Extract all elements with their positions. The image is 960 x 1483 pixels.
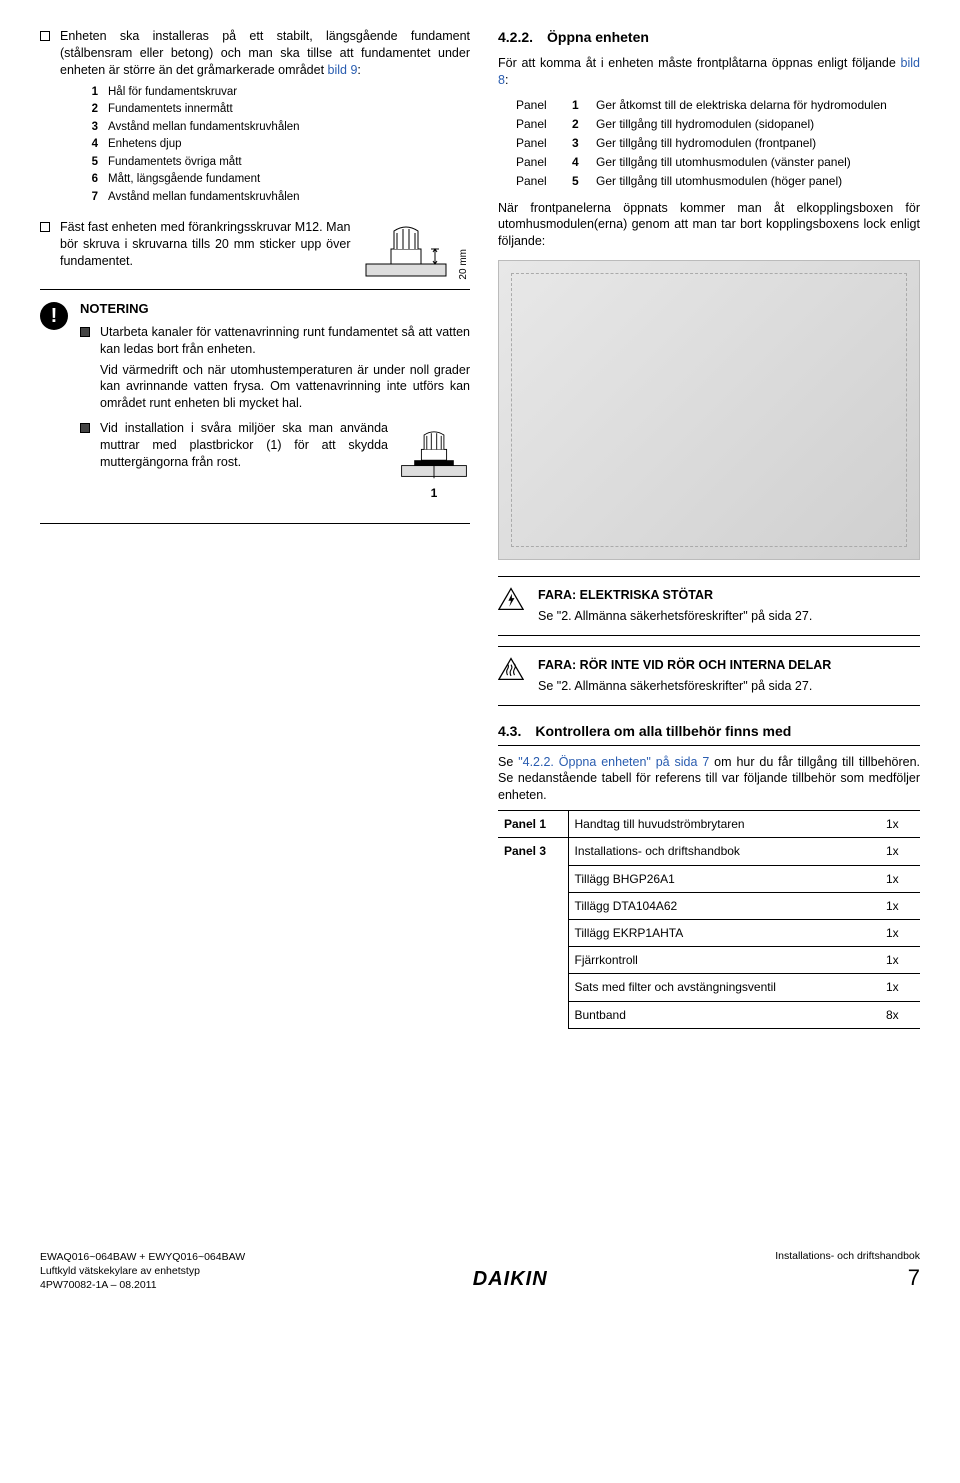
panel-row: Panel3Ger tillgång till hydromodulen (fr… xyxy=(516,135,920,151)
intro-text: Enheten ska installeras på ett stabilt, … xyxy=(60,29,470,77)
fasten-block: Fäst fast enheten med förankringsskruvar… xyxy=(40,219,470,279)
legend-row: 1Hål för fundamentskruvar xyxy=(86,85,470,101)
danger-hot-title: FARA: RÖR INTE VID RÖR OCH INTERNA DELAR xyxy=(538,657,831,674)
bolt-washer-figure: 1 xyxy=(398,420,470,501)
legend-row: 5Fundamentets övriga mått xyxy=(86,155,470,171)
danger-hot-body: Se "2. Allmänna säkerhetsföreskrifter" p… xyxy=(538,678,831,695)
foundation-intro-block: Enheten ska installeras på ett stabilt, … xyxy=(40,28,470,211)
footer-brand: DAIKIN xyxy=(473,1266,548,1293)
danger-hot-block: FARA: RÖR INTE VID RÖR OCH INTERNA DELAR… xyxy=(498,646,920,706)
notice-exclamation-icon: ! xyxy=(40,302,68,330)
foundation-intro: Enheten ska installeras på ett stabilt, … xyxy=(60,28,470,211)
danger-electric-block: FARA: ELEKTRISKA STÖTAR Se "2. Allmänna … xyxy=(498,576,920,636)
legend-row: 6Mått, längsgående fundament xyxy=(86,172,470,188)
panel-row: Panel1Ger åtkomst till de elektriska del… xyxy=(516,97,920,113)
foundation-legend-list: 1Hål för fundamentskruvar 2Fundamentets … xyxy=(86,85,470,206)
accessories-table: Panel 1 Handtag till huvudströmbrytaren … xyxy=(498,810,920,1029)
bolt-dimension-label: 20 mm xyxy=(457,249,471,280)
accessories-intro-link[interactable]: "4.2.2. Öppna enheten" på sida 7 xyxy=(518,755,709,769)
table-row: Panel 3 Installations- och driftshandbok… xyxy=(498,838,920,865)
legend-row: 4Enhetens djup xyxy=(86,137,470,153)
intro-tail: : xyxy=(357,63,360,77)
danger-electric-body: Se "2. Allmänna säkerhetsföreskrifter" p… xyxy=(538,608,812,625)
page-number: 7 xyxy=(775,1263,920,1293)
footer-left: EWAQ016~064BAW + EWYQ016~064BAW Luftkyld… xyxy=(40,1250,245,1293)
page-footer: EWAQ016~064BAW + EWYQ016~064BAW Luftkyld… xyxy=(40,1249,920,1293)
section-4-2-2-heading: 4.2.2.Öppna enheten xyxy=(498,28,920,47)
panel-row: Panel4Ger tillgång till utomhusmodulen (… xyxy=(516,154,920,170)
legend-row: 3Avstånd mellan fundamentskruvhålen xyxy=(86,120,470,136)
open-unit-intro: För att komma åt i enheten måste frontpl… xyxy=(498,55,920,89)
legend-row: 2Fundamentets innermått xyxy=(86,102,470,118)
panel-access-table: Panel1Ger åtkomst till de elektriska del… xyxy=(516,97,920,190)
legend-row: 7Avstånd mellan fundamentskruvhålen xyxy=(86,190,470,206)
bolt-figure: 20 mm xyxy=(361,219,471,279)
warning-electric-icon xyxy=(498,587,524,611)
notice-paragraph: Utarbeta kanaler för vattenavrinning run… xyxy=(100,324,470,412)
notice-paragraph: Vid installation i svåra miljöer ska man… xyxy=(100,420,388,471)
notice-title: NOTERING xyxy=(80,300,470,318)
anchor-bolt-washer-icon xyxy=(398,426,470,480)
left-column: Enheten ska installeras på ett stabilt, … xyxy=(40,28,470,1029)
section-4-3-heading: 4.3.Kontrollera om alla tillbehör finns … xyxy=(498,722,920,746)
bullet-square-icon xyxy=(40,31,50,41)
fasten-text: Fäst fast enheten med förankringsskruvar… xyxy=(60,219,351,270)
table-row: Panel 1 Handtag till huvudströmbrytaren … xyxy=(498,811,920,838)
right-column: 4.2.2.Öppna enheten För att komma åt i e… xyxy=(498,28,920,1029)
anchor-bolt-icon xyxy=(361,219,451,279)
danger-electric-title: FARA: ELEKTRISKA STÖTAR xyxy=(538,587,812,604)
intro-link[interactable]: bild 9 xyxy=(328,63,358,77)
accessories-intro: Se "4.2.2. Öppna enheten" på sida 7 om h… xyxy=(498,754,920,805)
bullet-square-icon xyxy=(80,423,90,433)
bullet-square-icon xyxy=(40,222,50,232)
panel-row: Panel2Ger tillgång till hydromodulen (si… xyxy=(516,116,920,132)
washer-callout-label: 1 xyxy=(398,485,470,501)
unit-open-illustration xyxy=(498,260,920,560)
panel-row: Panel5Ger tillgång till utomhusmodulen (… xyxy=(516,173,920,189)
open-unit-after: När frontpanelerna öppnats kommer man åt… xyxy=(498,200,920,251)
bullet-square-icon xyxy=(80,327,90,337)
footer-right: Installations- och driftshandbok 7 xyxy=(775,1249,920,1293)
warning-hot-icon xyxy=(498,657,524,681)
notice-box: ! NOTERING Utarbeta kanaler för vattenav… xyxy=(40,289,470,524)
